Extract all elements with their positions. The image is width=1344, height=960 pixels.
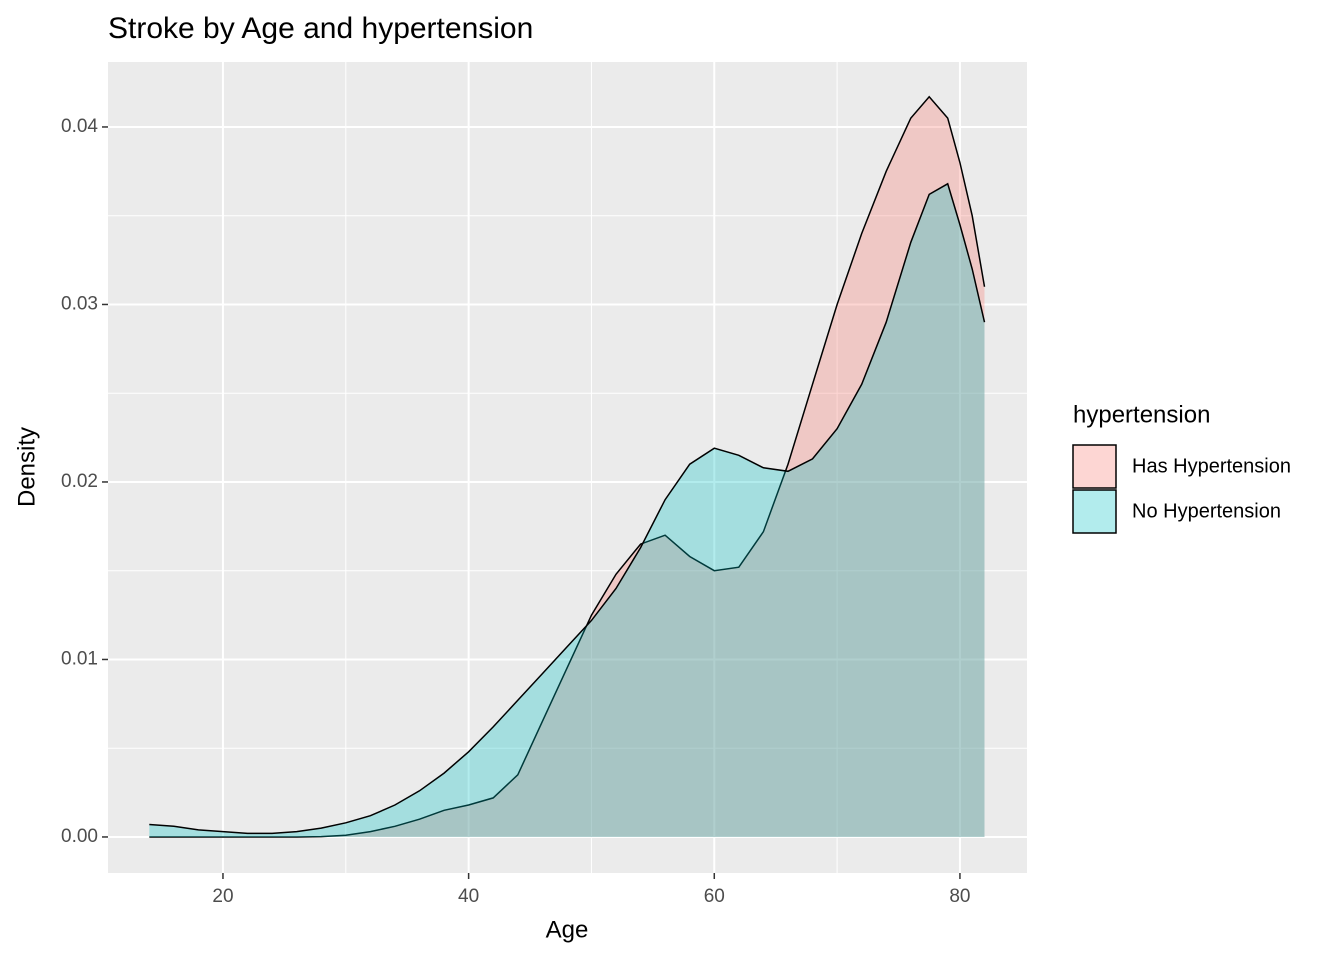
density-line [149, 95, 986, 838]
legend-label: No Hypertension [1132, 500, 1281, 522]
legend-title: hypertension [1073, 401, 1210, 428]
chart-title: Stroke by Age and hypertension [108, 12, 533, 45]
y-tick-label: 0.00 [61, 826, 98, 847]
x-tick-label: 20 [212, 886, 233, 907]
y-axis-title: Density [13, 427, 40, 507]
x-tick-label: 40 [458, 886, 479, 907]
y-tick-label: 0.03 [61, 293, 98, 314]
y-tick-label: 0.02 [61, 471, 98, 492]
y-tick-label: 0.04 [61, 116, 98, 137]
x-tick-label: 80 [949, 886, 970, 907]
panel [108, 62, 1027, 873]
x-tick-label: 60 [704, 886, 725, 907]
legend-key [1072, 489, 1117, 534]
legend-label: Has Hypertension [1132, 455, 1291, 477]
density-area [149, 183, 985, 837]
legend-key [1072, 444, 1117, 489]
density-line [149, 182, 986, 835]
density-area [149, 96, 985, 838]
legend-key-bg [1073, 490, 1116, 533]
legend-key-bg [1073, 445, 1116, 488]
x-axis-title: Age [546, 916, 589, 943]
y-tick-label: 0.01 [61, 648, 98, 669]
